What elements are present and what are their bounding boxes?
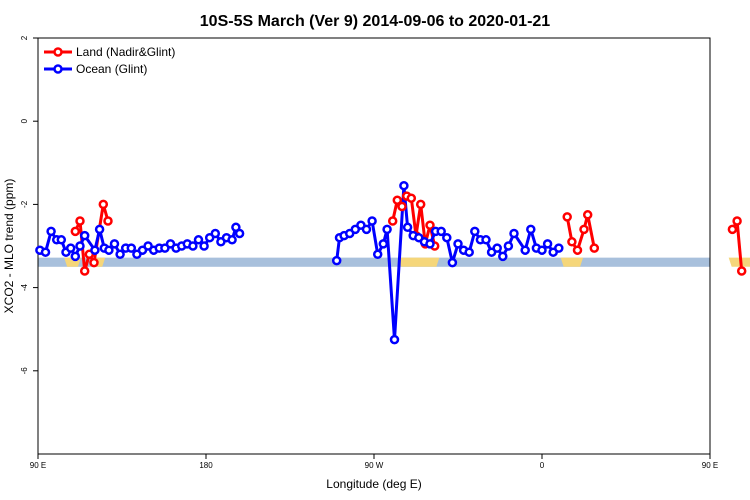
ocean-point [492,243,502,253]
ocean-point [537,245,547,255]
land-point [70,226,81,237]
ocean-point [402,222,413,233]
band-land-patch [560,257,584,267]
x-tick-label: 180 [199,461,213,470]
ocean-point [79,230,90,241]
ocean-point [193,235,204,245]
ocean-point [115,249,125,260]
ocean-point [94,224,105,235]
ocean-point [56,235,67,245]
x-tick-label: 90 E [702,461,718,470]
ocean-point [503,241,514,251]
ocean-point [470,226,480,237]
ocean-point [372,249,383,260]
plot-frame [37,37,711,455]
land-point [103,216,113,226]
legend-marker-land [53,47,63,57]
land-point [736,266,747,276]
ocean-point [542,239,553,249]
ocean-point [442,232,452,243]
ocean-point [399,180,409,191]
ocean-point [481,235,491,245]
ocean-point [90,245,100,255]
ocean-point [389,334,400,345]
x-axis-label: Longitude (deg E) [326,477,421,491]
y-axis-label: XCO2 - MLO trend (ppm) [2,179,16,314]
ocean-point [46,226,56,237]
legend-label-ocean: Ocean (Glint) [76,62,147,76]
land-point [397,201,407,212]
y-tick-label: 2 [20,35,29,40]
band-land-patch [398,257,440,267]
land-point [582,210,593,220]
ocean-point [210,228,221,239]
x-tick-label: 90 W [365,461,384,470]
legend: Land (Nadir&Glint) Ocean (Glint) [44,45,175,76]
y-tick-label: -6 [20,367,29,375]
land-point [589,243,600,253]
ocean-point [453,239,463,249]
ocean-point [425,239,435,249]
ocean-point [199,241,209,251]
ocean-point [367,216,377,226]
ocean-point [509,228,519,239]
ocean-point [526,224,536,235]
ocean-point [464,247,474,257]
land-point [727,224,738,235]
land-point [75,216,85,226]
surface-band [38,257,750,267]
band-strip [38,257,710,267]
land-point [572,245,583,255]
land-point [89,257,99,268]
ocean-point [104,245,114,255]
legend-marker-ocean [53,64,63,74]
x-tick-label: 90 E [30,461,46,470]
band-land-patch [728,257,750,267]
ocean-point [378,239,389,249]
chart-title: 10S-5S March (Ver 9) 2014-09-06 to 2020-… [200,13,551,30]
legend-label-land: Land (Nadir&Glint) [76,45,175,59]
series-layer [35,180,747,345]
land-point [387,216,398,226]
land-point [79,266,90,276]
land-point [567,237,577,247]
land-point [98,199,109,210]
land-point [415,199,426,210]
ocean-point [447,257,458,268]
ocean-point [331,255,342,266]
land-point [579,224,589,235]
ocean-point [234,228,245,239]
ocean-point [109,239,120,249]
ocean-point [70,251,81,262]
y-tick-label: -2 [20,200,29,208]
y-axis: -6 -4 -2 0 2 [20,35,38,374]
ocean-point [361,224,372,235]
ocean-point [436,226,446,237]
y-tick-label: -4 [20,283,29,291]
ocean-point [227,235,237,245]
land-point [406,193,417,203]
land-point [562,212,572,222]
land-point [425,220,435,230]
ocean-point [40,247,51,257]
ocean-point [520,245,530,255]
land-point [392,195,403,205]
x-tick-label: 0 [540,461,545,470]
ocean-point [126,243,137,253]
ocean-point [188,241,198,251]
ocean-point [382,224,392,235]
land-point [732,216,742,226]
y-tick-label: 0 [20,118,29,123]
ocean-point [498,251,508,262]
ocean-point [554,243,564,253]
x-axis: 90 E 180 90 W 0 90 E [30,454,718,470]
ocean-point [65,243,76,253]
ocean-point [75,241,85,251]
